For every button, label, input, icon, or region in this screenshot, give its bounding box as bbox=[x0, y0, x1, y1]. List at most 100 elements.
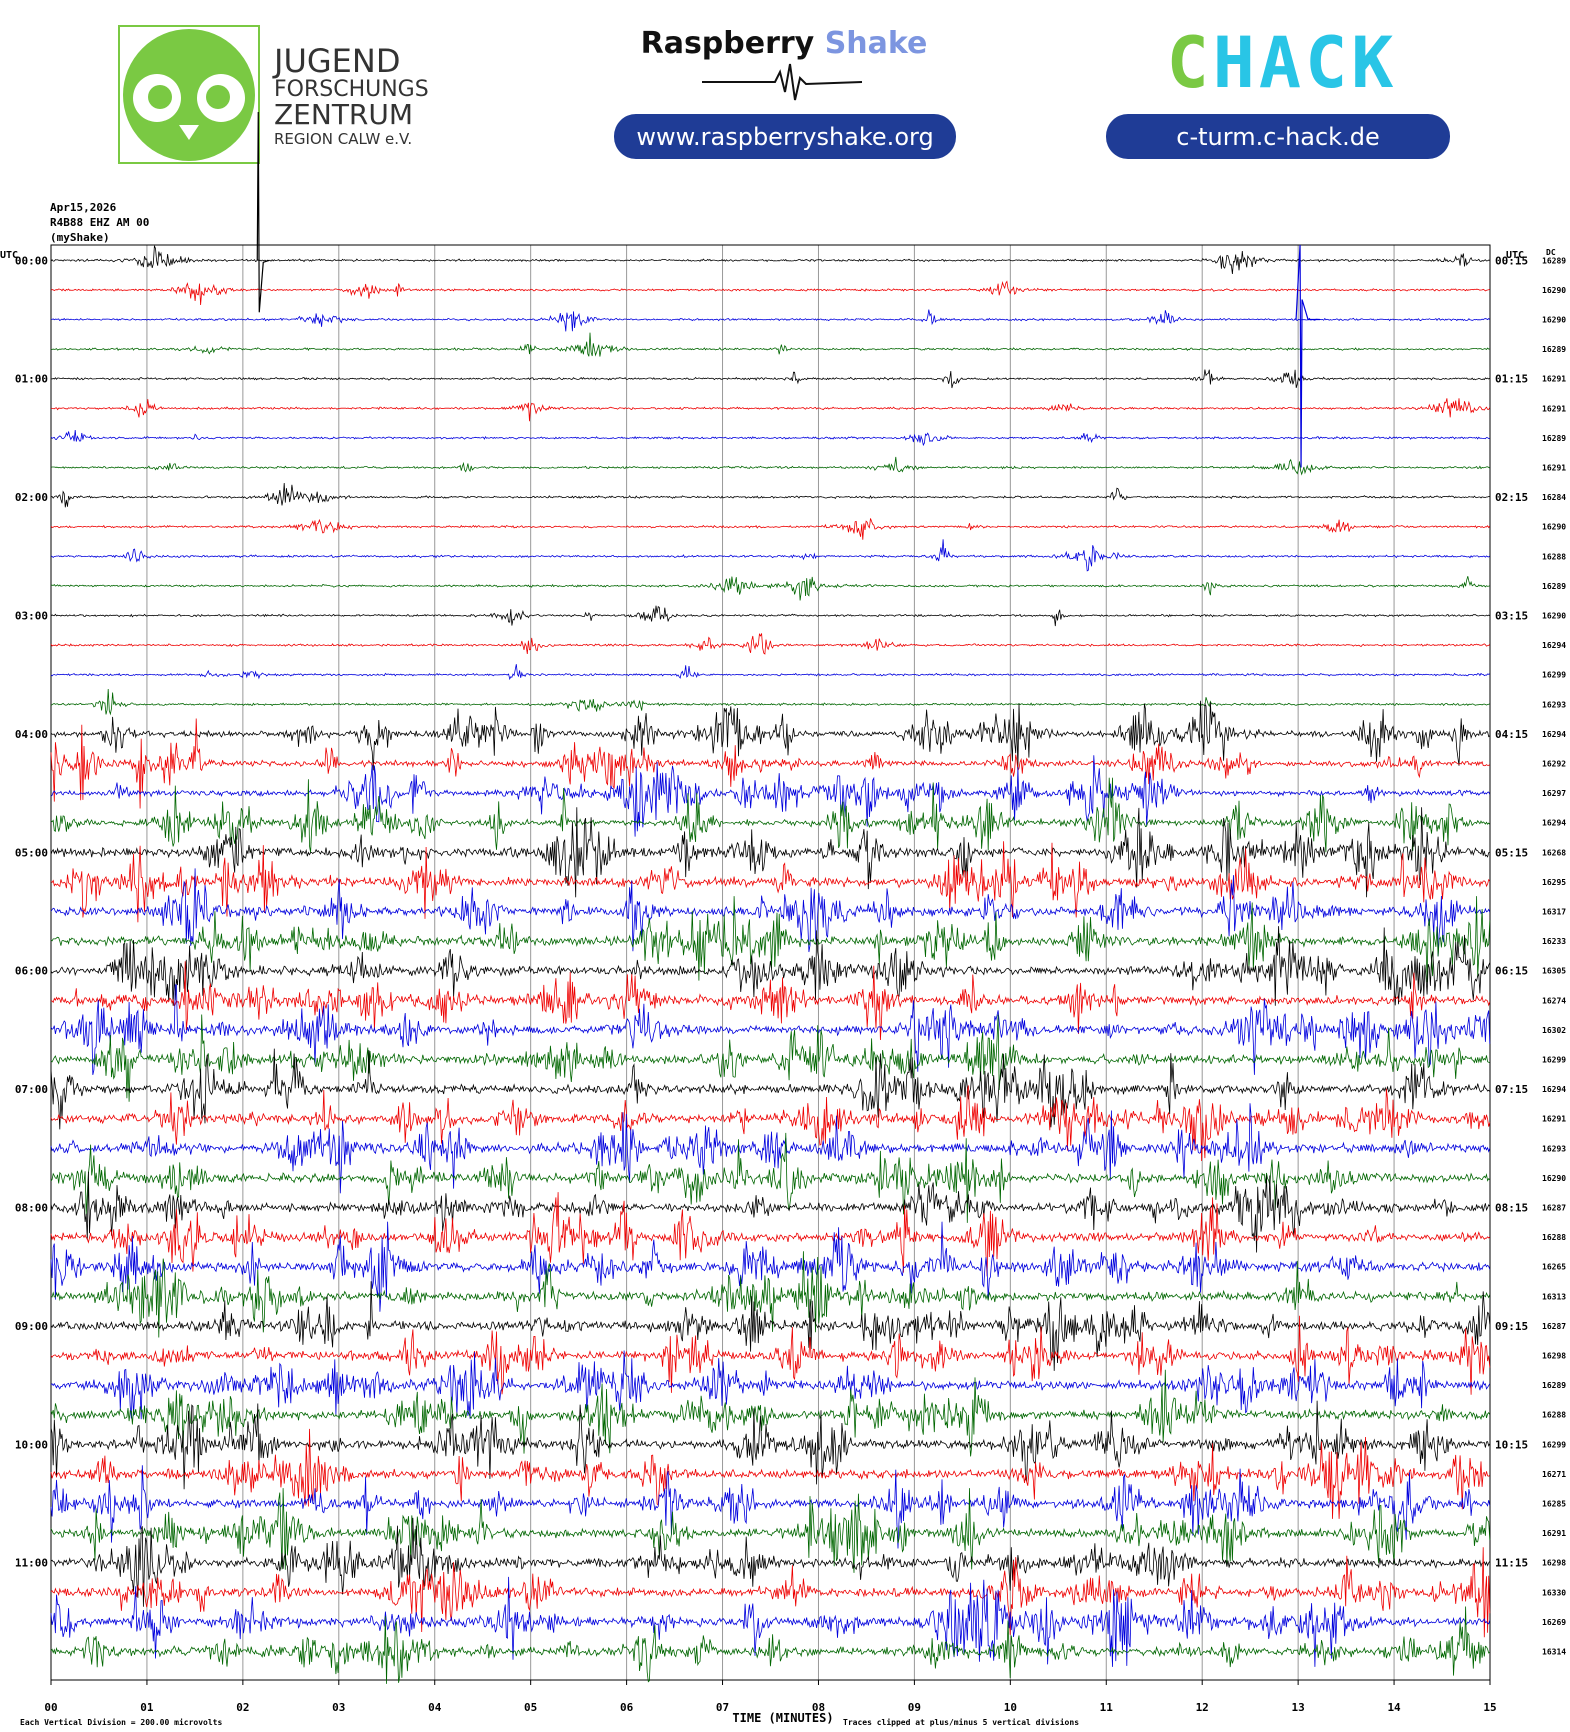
trace bbox=[50, 605, 1490, 627]
dc-value: 16290 bbox=[1542, 523, 1566, 532]
trace bbox=[50, 1192, 1491, 1277]
dc-value: 16299 bbox=[1542, 1440, 1566, 1449]
chack-hack: HACK bbox=[1213, 22, 1398, 104]
chack-c: C bbox=[1167, 22, 1213, 104]
trace bbox=[50, 841, 1491, 923]
x-tick-label: 08 bbox=[812, 1701, 825, 1714]
trace bbox=[50, 518, 1491, 540]
x-tick-label: 12 bbox=[1196, 1701, 1209, 1714]
trace bbox=[50, 700, 1491, 771]
footer: Each Vertical Division = 200.00 microvol… bbox=[20, 1717, 222, 1727]
x-tick-label: 05 bbox=[524, 1701, 537, 1714]
dc-value: 16290 bbox=[1542, 286, 1566, 295]
jfz-logo: JUGEND FORSCHUNGS ZENTRUM REGION CALW e.… bbox=[118, 25, 429, 164]
right-label: 01:15 bbox=[1495, 373, 1528, 386]
dc-value: 16268 bbox=[1542, 848, 1566, 857]
x-tick-label: 15 bbox=[1483, 1701, 1496, 1714]
trace bbox=[50, 369, 1491, 389]
left-label: 03:00 bbox=[15, 610, 48, 623]
trace bbox=[50, 1132, 1491, 1223]
rs-name: Shake bbox=[825, 26, 928, 61]
right-label: 02:15 bbox=[1495, 491, 1528, 504]
chack-url: c-turm.c-hack.de bbox=[1176, 123, 1379, 151]
dc-value: 16298 bbox=[1542, 1352, 1566, 1361]
dc-value: 16289 bbox=[1542, 434, 1566, 443]
dc-value: 16294 bbox=[1542, 819, 1566, 828]
dc-value: 16291 bbox=[1542, 404, 1566, 413]
trace bbox=[50, 1369, 1491, 1457]
plot-frame bbox=[50, 244, 1491, 1681]
left-label: 09:00 bbox=[15, 1320, 48, 1333]
trace bbox=[50, 755, 1491, 837]
trace bbox=[50, 309, 1491, 332]
left-label: 08:00 bbox=[15, 1202, 48, 1215]
trace bbox=[50, 1350, 1491, 1420]
trace bbox=[50, 1465, 1491, 1549]
right-label: 03:15 bbox=[1495, 610, 1528, 623]
dc-value: 16292 bbox=[1542, 760, 1566, 769]
x-title: TIME (MINUTES) bbox=[732, 1711, 833, 1725]
dc-value: 16295 bbox=[1542, 878, 1566, 887]
dc-value: 16288 bbox=[1542, 1233, 1566, 1242]
right-label: 07:15 bbox=[1495, 1083, 1528, 1096]
trace bbox=[50, 926, 1491, 1006]
trace-spike bbox=[1295, 244, 1321, 468]
x-tick-label: 13 bbox=[1292, 1701, 1305, 1714]
x-tick-label: 10 bbox=[1004, 1701, 1017, 1714]
dc-value: 16274 bbox=[1542, 996, 1566, 1005]
left-label: 06:00 bbox=[15, 965, 48, 978]
left-label: 11:00 bbox=[15, 1557, 48, 1570]
trace bbox=[50, 1251, 1491, 1338]
trace bbox=[50, 1014, 1490, 1102]
x-tick-label: 11 bbox=[1100, 1701, 1114, 1714]
right-label: 05:15 bbox=[1495, 846, 1528, 859]
dc-value: 16314 bbox=[1542, 1648, 1566, 1657]
left-label: 10:00 bbox=[15, 1438, 48, 1451]
left-label: 05:00 bbox=[15, 846, 48, 859]
trace-spike bbox=[256, 111, 270, 313]
trace bbox=[50, 1606, 1491, 1684]
trace bbox=[50, 1048, 1491, 1130]
owl-pupil bbox=[148, 85, 172, 109]
rs-logo: Raspberry Shake bbox=[641, 26, 928, 61]
dc-value: 16297 bbox=[1542, 789, 1566, 798]
dc-value: 16317 bbox=[1542, 908, 1566, 917]
dc-value: 16233 bbox=[1542, 937, 1566, 946]
dc-value: 16293 bbox=[1542, 700, 1566, 709]
url-pill bbox=[614, 114, 956, 159]
dc-value: 16288 bbox=[1542, 1411, 1566, 1420]
trace bbox=[50, 896, 1491, 983]
dc-value: 16302 bbox=[1542, 1026, 1566, 1035]
trace bbox=[50, 1488, 1491, 1573]
x-tick-label: 04 bbox=[428, 1701, 442, 1714]
dc-value: 16291 bbox=[1542, 1529, 1566, 1538]
left-label: 02:00 bbox=[15, 491, 48, 504]
right-label: 08:15 bbox=[1495, 1202, 1528, 1215]
trace bbox=[50, 482, 1490, 508]
chack-logo: CHACK bbox=[1167, 22, 1398, 104]
left-label: 01:00 bbox=[15, 373, 48, 386]
left-label: 04:00 bbox=[15, 728, 48, 741]
trace bbox=[50, 1517, 1491, 1607]
dc-value: 16294 bbox=[1542, 641, 1566, 650]
x-tick-label: 01 bbox=[140, 1701, 154, 1714]
info: R4B88 EHZ AM 00 bbox=[50, 216, 149, 229]
right-title: UTC bbox=[1506, 250, 1524, 261]
dc-title: DC bbox=[1546, 248, 1556, 257]
trace bbox=[50, 1315, 1491, 1395]
x-tick-label: 02 bbox=[236, 1701, 249, 1714]
trace bbox=[50, 1221, 1491, 1312]
trace bbox=[50, 718, 1490, 809]
dc-value: 16290 bbox=[1542, 1174, 1566, 1183]
dc-value: 16289 bbox=[1542, 1381, 1566, 1390]
trace bbox=[50, 688, 1490, 716]
right-label: 04:15 bbox=[1495, 728, 1528, 741]
owl-pupil bbox=[206, 85, 230, 109]
trace bbox=[50, 984, 1491, 1075]
rs-wave bbox=[702, 63, 863, 101]
right-label: 11:15 bbox=[1495, 1557, 1528, 1570]
jfz-text: ZENTRUM bbox=[274, 98, 413, 131]
trace bbox=[50, 456, 1491, 476]
trace bbox=[50, 430, 1490, 447]
